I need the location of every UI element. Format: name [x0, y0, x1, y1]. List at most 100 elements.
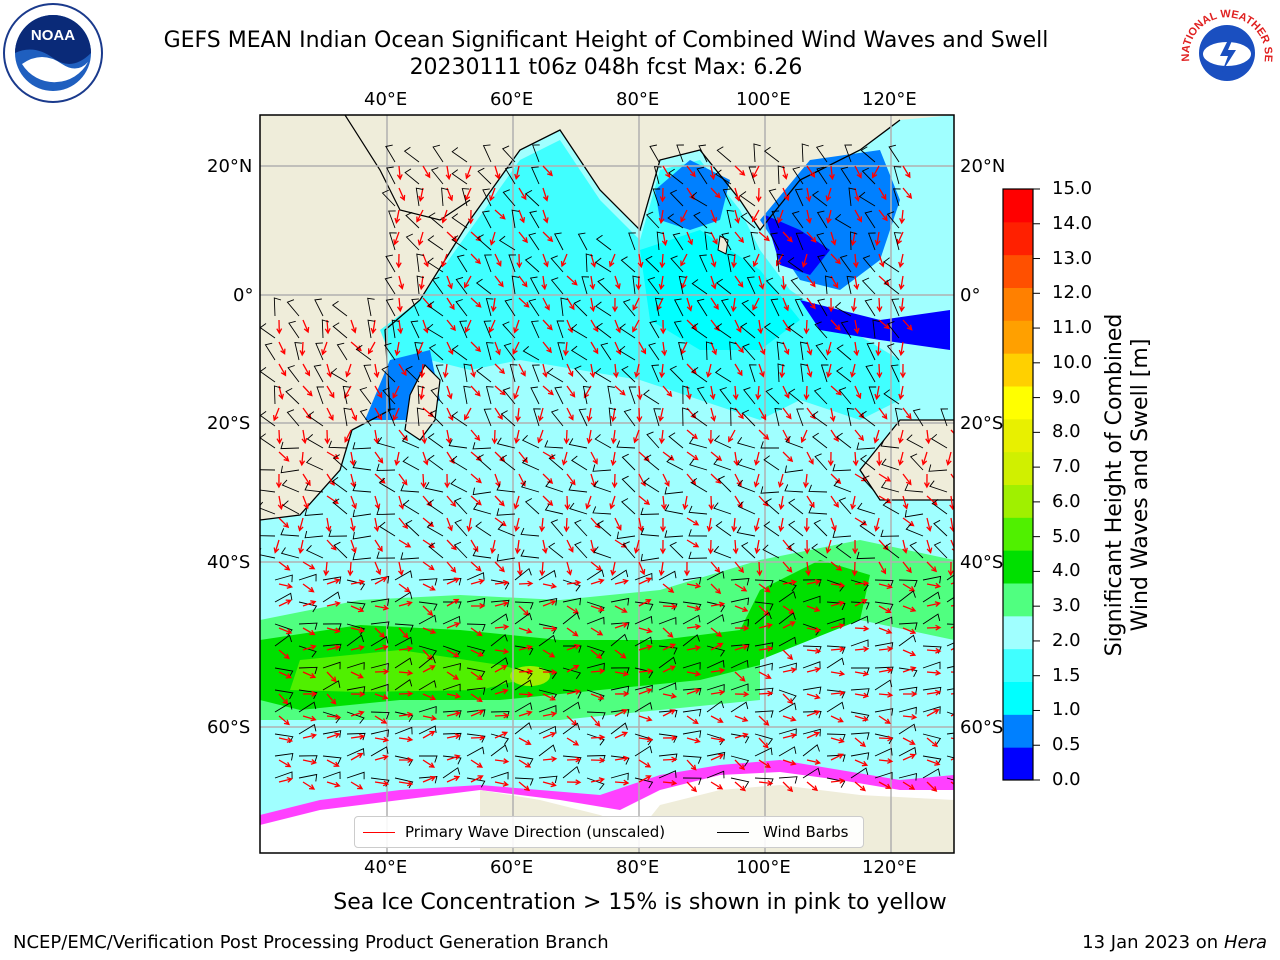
wind-barb — [514, 755, 534, 766]
wind-barb — [922, 591, 941, 603]
wind-barb — [784, 484, 804, 493]
wind-barb — [370, 575, 390, 584]
wave-direction-arrow — [566, 385, 576, 398]
wind-barb — [898, 634, 917, 647]
wave-direction-arrow — [826, 363, 832, 379]
wave-direction-arrow — [779, 363, 786, 379]
wave-direction-arrow — [326, 451, 340, 460]
wind-barb — [529, 276, 540, 295]
wave-direction-arrow — [806, 666, 821, 673]
wave-direction-arrow — [734, 759, 746, 771]
wind-barb — [400, 552, 420, 560]
wave-direction-arrow — [680, 209, 688, 223]
wind-barb — [682, 407, 690, 427]
colorbar — [1003, 188, 1040, 781]
wave-direction-arrow — [898, 385, 905, 401]
wave-direction-arrow — [367, 341, 376, 355]
wave-direction-arrow — [590, 341, 599, 355]
wave-direction-arrow — [686, 385, 692, 401]
wave-direction-arrow — [734, 231, 745, 244]
wave-direction-arrow — [542, 539, 548, 555]
wind-barb — [717, 475, 732, 493]
wind-barb — [706, 683, 725, 692]
wind-barb — [610, 569, 629, 581]
wind-barb — [682, 576, 702, 585]
wind-barb — [563, 645, 582, 653]
wind-barb — [531, 364, 540, 383]
wave-direction-arrow — [782, 297, 790, 312]
wind-barb — [443, 601, 462, 609]
wave-direction-arrow — [445, 165, 452, 181]
wave-direction-arrow — [393, 231, 400, 246]
wind-barb — [394, 636, 413, 647]
wave-direction-arrow — [806, 731, 821, 739]
wave-direction-arrow — [806, 759, 822, 765]
wind-barb — [352, 461, 372, 471]
wave-direction-arrow — [806, 297, 816, 310]
wave-direction-arrow — [350, 733, 366, 740]
wind-barb — [739, 191, 756, 207]
wave-direction-arrow — [854, 646, 870, 653]
colorbar-block — [1003, 615, 1033, 650]
wind-barb — [476, 366, 492, 383]
wind-barb — [946, 642, 954, 647]
wave-direction-arrow — [830, 623, 846, 629]
wind-barb — [620, 256, 636, 273]
wind-barb — [528, 298, 540, 317]
wind-barb — [754, 611, 772, 625]
wave-direction-arrow — [441, 253, 448, 268]
wave-direction-arrow — [950, 582, 954, 585]
wind-barb — [264, 342, 276, 361]
wind-barb — [688, 505, 708, 515]
wave-direction-arrow — [350, 691, 366, 698]
wave-direction-arrow — [661, 341, 668, 357]
wave-direction-arrow — [420, 473, 427, 489]
wave-direction-arrow — [950, 429, 954, 435]
wave-direction-arrow — [758, 231, 770, 242]
wave-direction-arrow — [782, 715, 797, 722]
wave-direction-arrow — [470, 429, 481, 442]
wind-barb — [933, 519, 948, 537]
wave-direction-arrow — [374, 451, 384, 464]
wind-barb — [874, 642, 894, 650]
wave-direction-arrow — [590, 668, 606, 675]
wind-barb — [562, 667, 582, 679]
wind-barb — [322, 680, 341, 691]
wave-direction-arrow — [926, 539, 933, 554]
wind-barb — [610, 755, 630, 765]
wave-direction-arrow — [566, 688, 581, 695]
wave-direction-arrow — [590, 517, 601, 529]
wind-barb — [346, 686, 366, 694]
wave-direction-arrow — [902, 495, 909, 510]
wave-direction-arrow — [778, 495, 785, 511]
wind-barb — [532, 144, 540, 163]
wind-barb — [274, 634, 293, 647]
colorbar-block — [1003, 287, 1033, 321]
wind-barb — [394, 570, 413, 581]
colorbar-block — [1003, 418, 1033, 453]
wave-direction-arrow — [542, 231, 554, 243]
wind-barb — [394, 623, 414, 632]
wind-barb — [634, 572, 653, 581]
wind-barb — [795, 232, 804, 251]
wind-barb — [461, 188, 470, 207]
wind-barb — [538, 744, 556, 757]
wave-direction-arrow — [614, 622, 629, 629]
wave-direction-arrow — [758, 645, 774, 652]
wave-direction-arrow — [396, 165, 403, 181]
wave-direction-arrow — [326, 713, 342, 720]
wave-direction-arrow — [516, 561, 523, 577]
wave-direction-arrow — [854, 715, 869, 722]
wave-direction-arrow — [566, 627, 579, 637]
colorbar-tick: 1.5 — [1052, 664, 1081, 686]
wave-direction-arrow — [751, 209, 760, 223]
wind-barb — [394, 678, 413, 691]
wind-barb — [682, 385, 690, 405]
wind-barb — [664, 487, 684, 495]
wind-barb — [862, 475, 876, 493]
colorbar-tick: 1.0 — [1052, 699, 1081, 721]
wave-direction-arrow — [806, 165, 816, 178]
wave-direction-arrow — [614, 779, 630, 786]
wind-barb — [658, 753, 678, 761]
wave-direction-arrow — [710, 753, 725, 761]
